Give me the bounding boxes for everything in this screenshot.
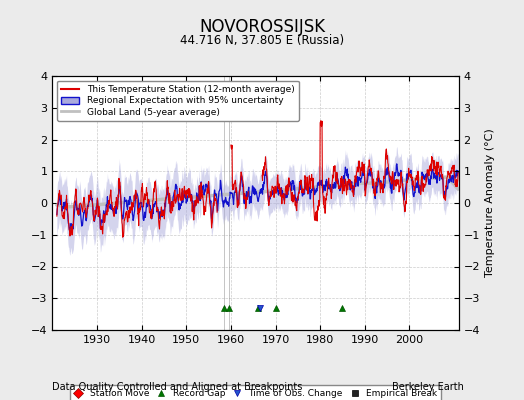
Text: 44.716 N, 37.805 E (Russia): 44.716 N, 37.805 E (Russia) (180, 34, 344, 47)
Text: Berkeley Earth: Berkeley Earth (392, 382, 464, 392)
Text: NOVOROSSIJSK: NOVOROSSIJSK (199, 18, 325, 36)
Text: Data Quality Controlled and Aligned at Breakpoints: Data Quality Controlled and Aligned at B… (52, 382, 303, 392)
Y-axis label: Temperature Anomaly (°C): Temperature Anomaly (°C) (485, 129, 495, 277)
Legend: Station Move, Record Gap, Time of Obs. Change, Empirical Break: Station Move, Record Gap, Time of Obs. C… (70, 386, 441, 400)
